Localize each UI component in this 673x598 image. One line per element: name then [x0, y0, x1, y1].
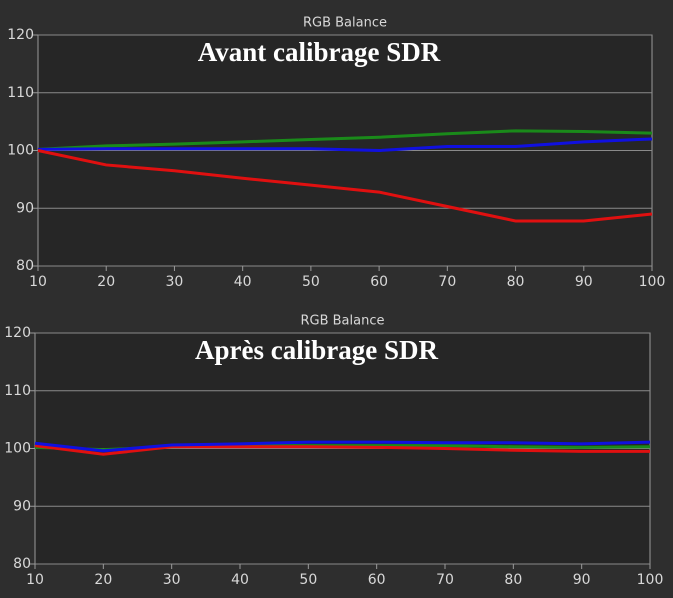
x-tick-label: 100: [637, 572, 664, 588]
y-tick-label: 80: [16, 258, 34, 274]
x-tick-label: 90: [573, 572, 591, 588]
y-tick-label: 100: [4, 441, 31, 457]
y-tick-label: 90: [16, 200, 34, 216]
x-tick-label: 80: [504, 572, 522, 588]
x-tick-label: 30: [163, 572, 181, 588]
y-tick-label: 120: [4, 325, 31, 341]
x-tick-label: 10: [26, 572, 44, 588]
x-tick-label: 50: [302, 274, 320, 290]
y-tick-label: 110: [4, 383, 31, 399]
x-tick-label: 70: [438, 274, 456, 290]
y-tick-label: 110: [7, 85, 34, 101]
annotation: Avant calibrage SDR: [198, 37, 441, 67]
x-tick-label: 40: [231, 572, 249, 588]
y-tick-label: 100: [7, 143, 34, 159]
series-line: [34, 444, 650, 456]
y-tick-label: 120: [7, 27, 34, 43]
x-tick-label: 10: [29, 274, 47, 290]
x-tick-label: 70: [436, 572, 454, 588]
chart-title: RGB Balance: [303, 16, 387, 31]
x-tick-label: 60: [370, 274, 388, 290]
y-tick-label: 80: [13, 556, 31, 572]
x-tick-label: 90: [575, 274, 593, 290]
series-line: [37, 137, 653, 153]
series-line: [37, 129, 653, 151]
annotation: Après calibrage SDR: [195, 335, 438, 365]
x-tick-label: 30: [166, 274, 184, 290]
series-line: [37, 149, 653, 223]
series-line: [34, 440, 651, 453]
chart-title: RGB Balance: [300, 314, 384, 329]
x-tick-label: 80: [507, 274, 525, 290]
x-tick-label: 20: [94, 572, 112, 588]
x-tick-label: 60: [368, 572, 386, 588]
x-tick-label: 100: [639, 274, 666, 290]
y-tick-label: 90: [13, 498, 31, 514]
x-tick-label: 20: [97, 274, 115, 290]
x-tick-label: 40: [234, 274, 252, 290]
x-tick-label: 50: [299, 572, 317, 588]
